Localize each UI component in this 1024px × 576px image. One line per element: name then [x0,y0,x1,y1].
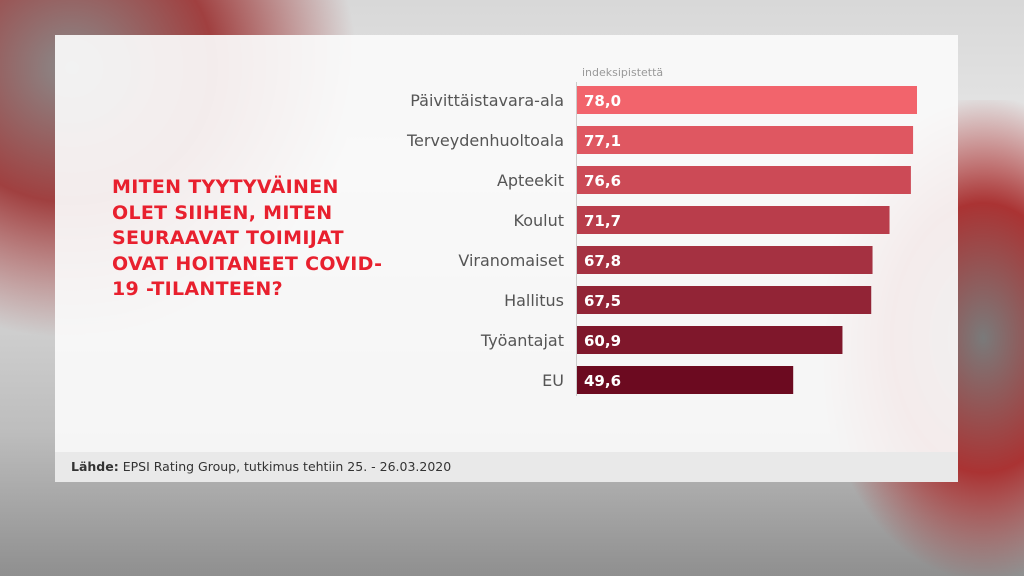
bar-value-label: 60,9 [584,332,621,350]
bar-value-label: 78,0 [584,92,621,110]
category-label: Terveydenhuoltoala [406,131,564,150]
source-text: EPSI Rating Group, tutkimus tehtiin 25. … [122,459,452,474]
chart-title: MITEN TYYTYVÄINEN OLET SIIHEN, MITEN SEU… [112,176,383,300]
bar [577,366,794,394]
bar [577,166,911,194]
category-label: Apteekit [497,171,564,190]
category-label: Koulut [514,211,564,230]
bar [577,246,873,274]
bar [577,326,843,354]
category-label: Työantajat [480,331,564,350]
category-label: Päivittäistavara-ala [410,91,564,110]
bar-value-label: 77,1 [584,132,621,150]
bar [577,206,890,234]
bar [577,86,917,114]
bar-value-label: 71,7 [584,212,621,230]
category-label: EU [542,371,564,390]
category-label: Hallitus [504,291,564,310]
source-label: Lähde: [71,459,119,474]
bar-value-label: 76,6 [584,172,621,190]
source-footer: Lähde: EPSI Rating Group, tutkimus tehti… [55,452,958,482]
bar-value-label: 67,8 [584,252,621,270]
unit-label: indeksipistettä [582,66,663,79]
category-label: Viranomaiset [458,251,564,270]
bar [577,286,872,314]
bar-value-label: 49,6 [584,372,621,390]
bar-value-label: 67,5 [584,292,621,310]
bar [577,126,914,154]
